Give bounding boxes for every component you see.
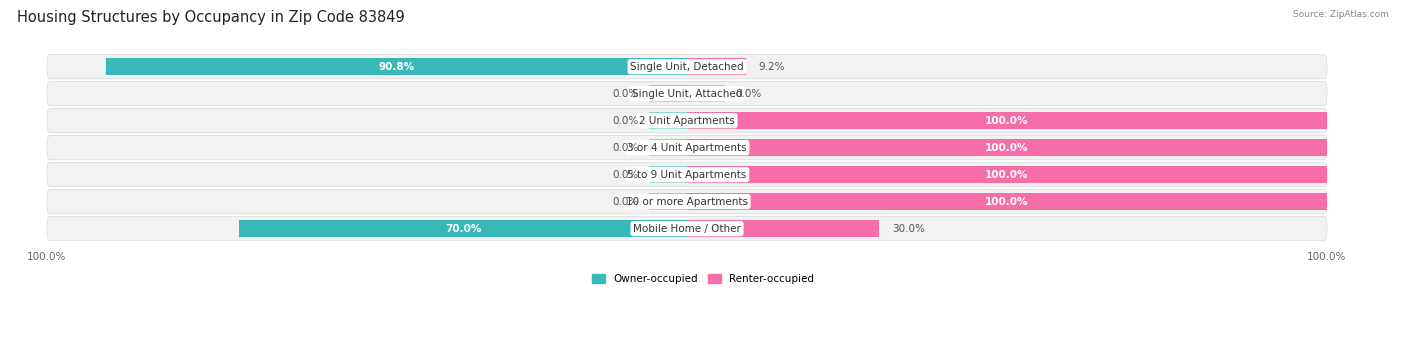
Bar: [688, 112, 1327, 129]
Text: 9.2%: 9.2%: [759, 62, 785, 72]
Text: Source: ZipAtlas.com: Source: ZipAtlas.com: [1294, 10, 1389, 19]
Text: Mobile Home / Other: Mobile Home / Other: [633, 224, 741, 234]
Text: 0.0%: 0.0%: [613, 116, 638, 125]
Bar: [648, 166, 688, 183]
FancyBboxPatch shape: [46, 81, 1327, 106]
FancyBboxPatch shape: [46, 217, 1327, 241]
FancyBboxPatch shape: [46, 135, 1327, 160]
Text: 0.0%: 0.0%: [613, 197, 638, 207]
Text: 5 to 9 Unit Apartments: 5 to 9 Unit Apartments: [627, 169, 747, 180]
FancyBboxPatch shape: [46, 108, 1327, 133]
Text: 100.0%: 100.0%: [986, 169, 1029, 180]
Bar: [688, 220, 879, 237]
Text: 100.0%: 100.0%: [986, 143, 1029, 153]
Text: 100.0%: 100.0%: [986, 116, 1029, 125]
Bar: [688, 85, 725, 102]
FancyBboxPatch shape: [46, 162, 1327, 187]
FancyBboxPatch shape: [46, 190, 1327, 214]
Text: 0.0%: 0.0%: [613, 169, 638, 180]
Text: 3 or 4 Unit Apartments: 3 or 4 Unit Apartments: [627, 143, 747, 153]
Bar: [688, 193, 1327, 210]
Text: 0.0%: 0.0%: [735, 89, 761, 99]
Bar: [688, 139, 1327, 156]
Bar: [239, 220, 688, 237]
Bar: [688, 58, 745, 75]
Text: 0.0%: 0.0%: [613, 143, 638, 153]
Bar: [648, 85, 688, 102]
Bar: [105, 58, 688, 75]
FancyBboxPatch shape: [46, 55, 1327, 79]
Text: Housing Structures by Occupancy in Zip Code 83849: Housing Structures by Occupancy in Zip C…: [17, 10, 405, 25]
Text: 10 or more Apartments: 10 or more Apartments: [626, 197, 748, 207]
Text: 70.0%: 70.0%: [444, 224, 481, 234]
Bar: [648, 112, 688, 129]
Legend: Owner-occupied, Renter-occupied: Owner-occupied, Renter-occupied: [592, 274, 814, 284]
Text: Single Unit, Attached: Single Unit, Attached: [631, 89, 742, 99]
Bar: [648, 193, 688, 210]
Bar: [648, 139, 688, 156]
Text: 100.0%: 100.0%: [986, 197, 1029, 207]
Text: Single Unit, Detached: Single Unit, Detached: [630, 62, 744, 72]
Bar: [688, 166, 1327, 183]
Text: 30.0%: 30.0%: [891, 224, 925, 234]
Text: 2 Unit Apartments: 2 Unit Apartments: [640, 116, 735, 125]
Text: 0.0%: 0.0%: [613, 89, 638, 99]
Text: 90.8%: 90.8%: [378, 62, 415, 72]
